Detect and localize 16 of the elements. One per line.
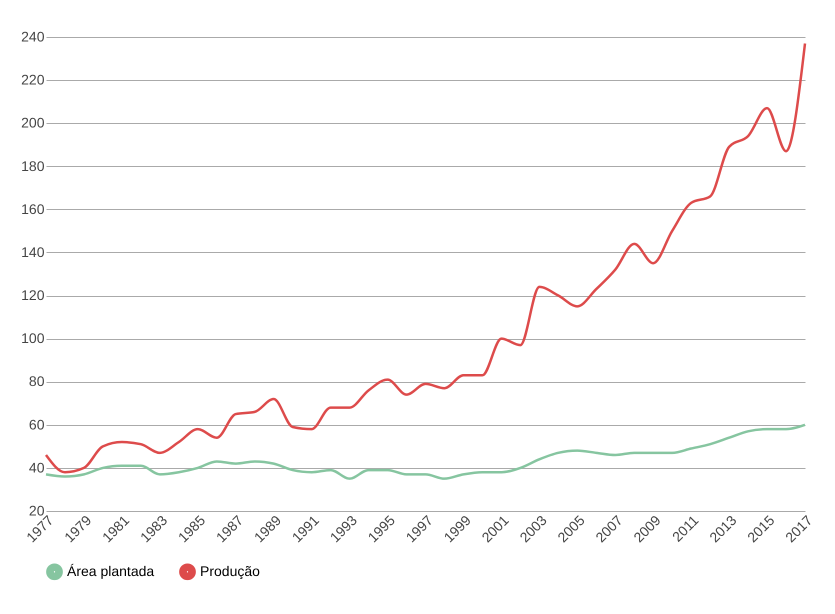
y-tick-label: 220	[21, 72, 45, 88]
y-tick-label: 120	[21, 287, 45, 304]
y-tick-label: 240	[21, 28, 45, 44]
y-tick-label: 80	[28, 373, 45, 390]
y-tick-label: 180	[21, 158, 45, 174]
line-series	[44, 424, 806, 480]
line-series	[44, 42, 806, 474]
y-tick-label: 200	[21, 114, 45, 131]
y-tick-label: 40	[28, 459, 45, 476]
y-tick-label: 60	[28, 416, 45, 432]
y-tick-label: 100	[21, 330, 45, 346]
legend-label: Produção	[200, 562, 260, 579]
y-tick-label: 20	[28, 502, 45, 518]
y-tick-label: 160	[21, 200, 45, 217]
y-tick-label: 140	[21, 244, 45, 260]
legend-label: Área plantada	[67, 562, 154, 579]
